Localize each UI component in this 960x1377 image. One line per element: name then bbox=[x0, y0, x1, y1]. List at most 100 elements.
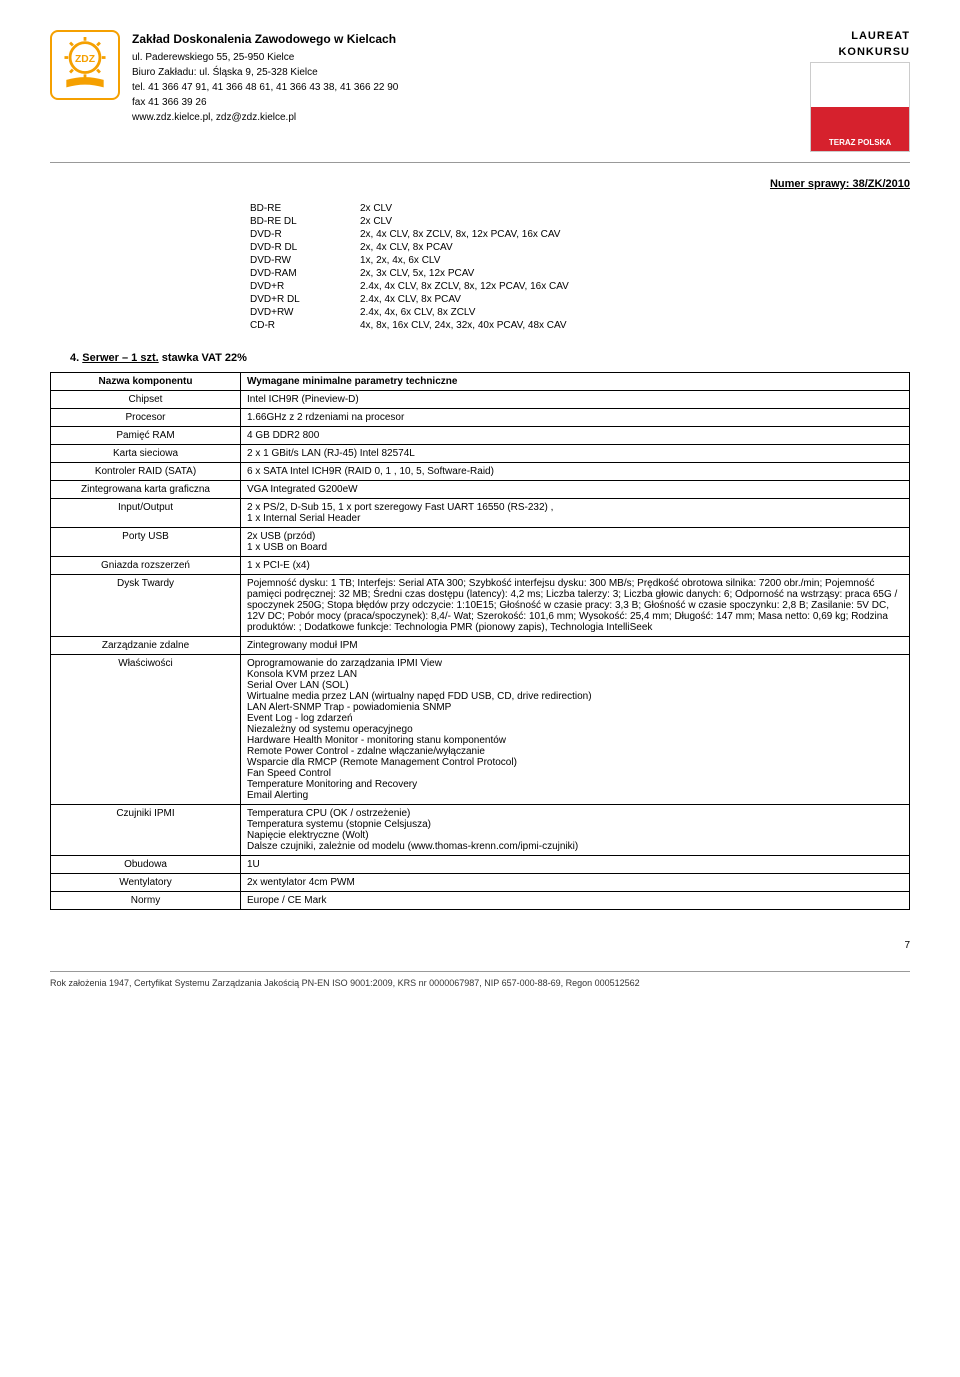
spec-key: Obudowa bbox=[51, 856, 241, 874]
spec-val: 2x USB (przód)1 x USB on Board bbox=[241, 528, 910, 557]
spec-key: Czujniki IPMI bbox=[51, 805, 241, 856]
spec-key: Zintegrowana karta graficzna bbox=[51, 481, 241, 499]
drive-key: BD-RE bbox=[250, 202, 360, 215]
spec-row: Zarządzanie zdalneZintegrowany moduł IPM bbox=[51, 637, 910, 655]
spec-key: Gniazda rozszerzeń bbox=[51, 557, 241, 575]
spec-table: Nazwa komponentu Wymagane minimalne para… bbox=[50, 372, 910, 910]
spec-key: Pamięć RAM bbox=[51, 427, 241, 445]
drive-row: CD-R4x, 8x, 16x CLV, 24x, 32x, 40x PCAV,… bbox=[250, 319, 569, 332]
header-right: LAUREAT KONKURSU TERAZ POLSKA bbox=[810, 30, 910, 152]
org-fax: fax 41 366 39 26 bbox=[132, 95, 398, 110]
spec-val: 2 x 1 GBit/s LAN (RJ-45) Intel 82574L bbox=[241, 445, 910, 463]
spec-val: 1 x PCI-E (x4) bbox=[241, 557, 910, 575]
drive-key: DVD-R bbox=[250, 228, 360, 241]
org-info: Zakład Doskonalenia Zawodowego w Kielcac… bbox=[132, 30, 398, 125]
spec-row: Input/Output2 x PS/2, D-Sub 15, 1 x port… bbox=[51, 499, 910, 528]
drive-val: 2x, 3x CLV, 5x, 12x PCAV bbox=[360, 267, 569, 280]
drive-key: BD-RE DL bbox=[250, 215, 360, 228]
spec-key: Chipset bbox=[51, 391, 241, 409]
spec-row: Pamięć RAM4 GB DDR2 800 bbox=[51, 427, 910, 445]
spec-val: Pojemność dysku: 1 TB; Interfejs: Serial… bbox=[241, 575, 910, 637]
spec-key: Karta sieciowa bbox=[51, 445, 241, 463]
spec-key: Input/Output bbox=[51, 499, 241, 528]
spec-row: NormyEurope / CE Mark bbox=[51, 892, 910, 910]
spec-row: Porty USB2x USB (przód)1 x USB on Board bbox=[51, 528, 910, 557]
spec-val: 4 GB DDR2 800 bbox=[241, 427, 910, 445]
spec-row: Gniazda rozszerzeń1 x PCI-E (x4) bbox=[51, 557, 910, 575]
spec-row: Procesor1.66GHz z 2 rdzeniami na proceso… bbox=[51, 409, 910, 427]
laureat-label: LAUREAT bbox=[810, 30, 910, 42]
spec-key: Dysk Twardy bbox=[51, 575, 241, 637]
spec-key: Zarządzanie zdalne bbox=[51, 637, 241, 655]
drive-key: CD-R bbox=[250, 319, 360, 332]
drive-row: DVD+R2.4x, 4x CLV, 8x ZCLV, 8x, 12x PCAV… bbox=[250, 280, 569, 293]
drive-key: DVD-RW bbox=[250, 254, 360, 267]
drive-val: 2x CLV bbox=[360, 215, 569, 228]
flag-text: TERAZ POLSKA bbox=[811, 138, 909, 147]
drive-speed-list: BD-RE2x CLVBD-RE DL2x CLVDVD-R2x, 4x CLV… bbox=[250, 202, 910, 332]
spec-row: Kontroler RAID (SATA)6 x SATA Intel ICH9… bbox=[51, 463, 910, 481]
org-name: Zakład Doskonalenia Zawodowego w Kielcac… bbox=[132, 30, 398, 48]
spec-key: Procesor bbox=[51, 409, 241, 427]
org-web: www.zdz.kielce.pl, zdz@zdz.kielce.pl bbox=[132, 110, 398, 125]
spec-val: 6 x SATA Intel ICH9R (RAID 0, 1 , 10, 5,… bbox=[241, 463, 910, 481]
drive-val: 2x CLV bbox=[360, 202, 569, 215]
drive-row: DVD-R DL2x, 4x CLV, 8x PCAV bbox=[250, 241, 569, 254]
case-number: Numer sprawy: 38/ZK/2010 bbox=[50, 178, 910, 190]
section-name: Serwer – 1 szt. bbox=[82, 352, 158, 364]
spec-row: Obudowa1U bbox=[51, 856, 910, 874]
drive-row: DVD+R DL2.4x, 4x CLV, 8x PCAV bbox=[250, 293, 569, 306]
spec-row: Czujniki IPMITemperatura CPU (OK / ostrz… bbox=[51, 805, 910, 856]
org-addr1: ul. Paderewskiego 55, 25-950 Kielce bbox=[132, 50, 398, 65]
spec-val: 2x wentylator 4cm PWM bbox=[241, 874, 910, 892]
drive-key: DVD+R DL bbox=[250, 293, 360, 306]
spec-row: Dysk TwardyPojemność dysku: 1 TB; Interf… bbox=[51, 575, 910, 637]
drive-val: 2x, 4x CLV, 8x PCAV bbox=[360, 241, 569, 254]
drive-row: DVD-RW1x, 2x, 4x, 6x CLV bbox=[250, 254, 569, 267]
spec-key: Wentylatory bbox=[51, 874, 241, 892]
drive-key: DVD-R DL bbox=[250, 241, 360, 254]
gear-book-icon: ZDZ bbox=[57, 37, 113, 93]
spec-header-row: Nazwa komponentu Wymagane minimalne para… bbox=[51, 373, 910, 391]
header-divider bbox=[50, 162, 910, 163]
drive-row: DVD+RW2.4x, 4x, 6x CLV, 8x ZCLV bbox=[250, 306, 569, 319]
section-num: 4. bbox=[70, 352, 79, 364]
footer-text: Rok założenia 1947, Certyfikat Systemu Z… bbox=[50, 971, 910, 988]
org-addr2: Biuro Zakładu: ul. Śląska 9, 25-328 Kiel… bbox=[132, 65, 398, 80]
section-title: 4. Serwer – 1 szt. stawka VAT 22% bbox=[70, 352, 910, 364]
spec-row: Karta sieciowa2 x 1 GBit/s LAN (RJ-45) I… bbox=[51, 445, 910, 463]
spec-header-right: Wymagane minimalne parametry techniczne bbox=[241, 373, 910, 391]
spec-row: Zintegrowana karta graficznaVGA Integrat… bbox=[51, 481, 910, 499]
spec-row: Wentylatory2x wentylator 4cm PWM bbox=[51, 874, 910, 892]
spec-val: Oprogramowanie do zarządzania IPMI ViewK… bbox=[241, 655, 910, 805]
spec-val: Zintegrowany moduł IPM bbox=[241, 637, 910, 655]
spec-row: WłaściwościOprogramowanie do zarządzania… bbox=[51, 655, 910, 805]
drive-key: DVD+R bbox=[250, 280, 360, 293]
teraz-polska-flag: TERAZ POLSKA bbox=[810, 62, 910, 152]
drive-val: 2.4x, 4x CLV, 8x ZCLV, 8x, 12x PCAV, 16x… bbox=[360, 280, 569, 293]
drive-row: DVD-RAM2x, 3x CLV, 5x, 12x PCAV bbox=[250, 267, 569, 280]
org-logo: ZDZ bbox=[50, 30, 120, 100]
svg-text:ZDZ: ZDZ bbox=[75, 54, 95, 65]
spec-row: ChipsetIntel ICH9R (Pineview-D) bbox=[51, 391, 910, 409]
drive-val: 4x, 8x, 16x CLV, 24x, 32x, 40x PCAV, 48x… bbox=[360, 319, 569, 332]
page-header: ZDZ Zakład Doskonalenia Zawodowego w Kie… bbox=[50, 30, 910, 152]
spec-val: 2 x PS/2, D-Sub 15, 1 x port szeregowy F… bbox=[241, 499, 910, 528]
drive-row: BD-RE DL2x CLV bbox=[250, 215, 569, 228]
spec-val: VGA Integrated G200eW bbox=[241, 481, 910, 499]
spec-val: Temperatura CPU (OK / ostrzeżenie)Temper… bbox=[241, 805, 910, 856]
drive-val: 2.4x, 4x, 6x CLV, 8x ZCLV bbox=[360, 306, 569, 319]
spec-val: 1U bbox=[241, 856, 910, 874]
drive-val: 1x, 2x, 4x, 6x CLV bbox=[360, 254, 569, 267]
spec-key: Właściwości bbox=[51, 655, 241, 805]
spec-val: Europe / CE Mark bbox=[241, 892, 910, 910]
drive-val: 2x, 4x CLV, 8x ZCLV, 8x, 12x PCAV, 16x C… bbox=[360, 228, 569, 241]
org-tel: tel. 41 366 47 91, 41 366 48 61, 41 366 … bbox=[132, 80, 398, 95]
header-left: ZDZ Zakład Doskonalenia Zawodowego w Kie… bbox=[50, 30, 398, 152]
drive-key: DVD-RAM bbox=[250, 267, 360, 280]
drive-row: BD-RE2x CLV bbox=[250, 202, 569, 215]
section-vat: stawka VAT 22% bbox=[159, 352, 247, 364]
drive-val: 2.4x, 4x CLV, 8x PCAV bbox=[360, 293, 569, 306]
spec-key: Porty USB bbox=[51, 528, 241, 557]
spec-val: 1.66GHz z 2 rdzeniami na procesor bbox=[241, 409, 910, 427]
